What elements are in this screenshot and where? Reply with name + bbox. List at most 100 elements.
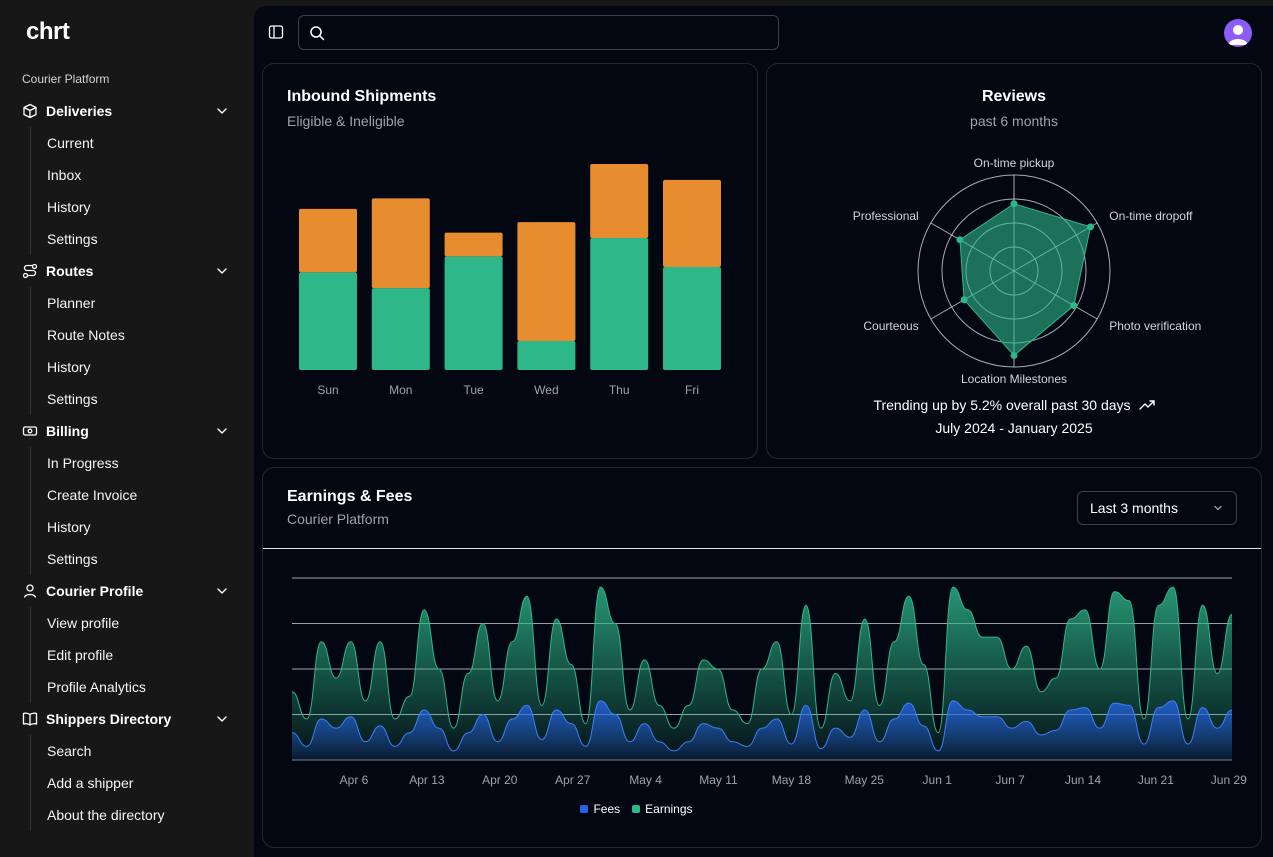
nav-group-deliveries[interactable]: Deliveries <box>14 95 244 127</box>
trend-text: Trending up by 5.2% overall past 30 days <box>873 397 1131 413</box>
package-icon <box>22 103 38 119</box>
trending-up-icon <box>1138 400 1155 410</box>
chevron-down-icon <box>1214 505 1222 511</box>
sidebar-item-settings[interactable]: Settings <box>47 231 98 247</box>
card-divider <box>263 548 1261 549</box>
time-range-value: Last 3 months <box>1090 500 1178 516</box>
x-tick-label: Thu <box>609 383 630 397</box>
date-range: July 2024 - January 2025 <box>935 420 1093 436</box>
radar-point-on-time-pickup[interactable] <box>1010 200 1018 208</box>
nav-group-label: Courier Profile <box>46 583 144 599</box>
radar-axis-label: Professional <box>853 209 919 223</box>
legend-item-fees[interactable]: Fees <box>580 802 620 816</box>
bar-thu-ineligible[interactable] <box>590 164 649 238</box>
earnings-subtitle: Courier Platform <box>287 511 389 527</box>
sidebar-item-settings[interactable]: Settings <box>47 551 98 567</box>
x-tick-label: Sun <box>317 383 338 397</box>
sidebar-nav: Deliveries Current Inbox History Settings Rou… <box>14 95 244 831</box>
radar-axis-label: Location Milestones <box>961 372 1067 384</box>
bar-wed-eligible[interactable] <box>517 340 576 370</box>
legend-item-earnings[interactable]: Earnings <box>632 802 693 816</box>
bar-wed-ineligible[interactable] <box>517 222 576 341</box>
sidebar-item-current[interactable]: Current <box>47 135 94 151</box>
bar-tue-eligible[interactable] <box>444 256 503 370</box>
radar-point-photo-verification[interactable] <box>1070 302 1078 310</box>
x-tick-label: Fri <box>685 383 699 397</box>
reviews-subtitle: past 6 months <box>970 113 1058 129</box>
nav-submenu-billing: In Progress Create Invoice History Settings <box>30 447 244 575</box>
nav-group-label: Deliveries <box>46 103 113 119</box>
sidebar-item-history[interactable]: History <box>47 359 91 375</box>
bar-sun-ineligible[interactable] <box>299 208 357 273</box>
sidebar-item-inbox[interactable]: Inbox <box>47 167 82 183</box>
x-tick-label: Mon <box>389 383 412 397</box>
sidebar-item-route-notes[interactable]: Route Notes <box>47 327 125 343</box>
bar-fri-eligible[interactable] <box>663 267 721 370</box>
time-range-select[interactable]: Last 3 months <box>1077 491 1237 525</box>
inbound-shipments-card: Inbound Shipments Eligible & Ineligible … <box>262 63 758 459</box>
banknote-icon <box>22 423 38 439</box>
nav-group-label: Billing <box>46 423 89 439</box>
bar-mon-eligible[interactable] <box>371 288 430 370</box>
chevron-down-icon[interactable] <box>214 711 230 727</box>
inbound-bar-chart: Sun Mon Tue Wed Thu Fri <box>299 164 721 397</box>
sidebar-item-planner[interactable]: Planner <box>47 295 96 311</box>
search-box[interactable] <box>298 15 779 50</box>
chevron-down-icon[interactable] <box>214 583 230 599</box>
sidebar-item-history[interactable]: History <box>47 199 91 215</box>
sidebar-item-profile-analytics[interactable]: Profile Analytics <box>47 679 146 695</box>
sidebar-item-settings[interactable]: Settings <box>47 391 98 407</box>
legend-label-fees: Fees <box>593 802 621 816</box>
chevron-down-icon[interactable] <box>214 423 230 439</box>
sidebar-item-create-invoice[interactable]: Create Invoice <box>47 487 138 503</box>
nav-submenu-shippers-directory: Search Add a shipper About the directory <box>30 735 244 831</box>
bar-fri-ineligible[interactable] <box>663 179 721 267</box>
x-tick-label: Wed <box>534 383 558 397</box>
nav-group-shippers-directory[interactable]: Shippers Directory <box>14 703 244 735</box>
radar-axis-label: Photo verification <box>1109 319 1201 333</box>
sidebar-item-search[interactable]: Search <box>47 743 92 759</box>
bar-tue-ineligible[interactable] <box>444 232 503 257</box>
legend-swatch-fees <box>580 805 589 813</box>
radar-axis-label: Courteous <box>863 319 918 333</box>
nav-group-routes[interactable]: Routes <box>14 255 244 287</box>
chevron-down-icon[interactable] <box>214 103 230 119</box>
reviews-card: Reviews past 6 months On-time pickup On-t… <box>766 63 1262 459</box>
sidebar-item-in-progress[interactable]: In Progress <box>47 455 119 471</box>
search-input[interactable] <box>333 24 778 41</box>
nav-submenu-courier-profile: View profile Edit profile Profile Analytic… <box>30 607 244 703</box>
radar-point-professional[interactable] <box>956 236 964 244</box>
sidebar-toggle-button[interactable] <box>266 22 286 42</box>
chevron-down-icon[interactable] <box>214 263 230 279</box>
sidebar-item-edit-profile[interactable]: Edit profile <box>47 647 114 663</box>
reviews-title: Reviews <box>981 88 1047 105</box>
avatar[interactable] <box>1224 19 1252 47</box>
search-icon <box>310 25 325 40</box>
nav-group-courier-profile[interactable]: Courier Profile <box>14 575 244 607</box>
trend-row: Trending up by 5.2% overall past 30 days <box>767 397 1261 413</box>
platform-label: Courier Platform <box>22 72 110 86</box>
bar-sun-eligible[interactable] <box>299 272 357 370</box>
radar-point-on-time-dropoff[interactable] <box>1086 223 1094 231</box>
bar-mon-ineligible[interactable] <box>371 198 430 289</box>
app-logo[interactable]: chrt <box>26 18 70 45</box>
nav-group-billing[interactable]: Billing <box>14 415 244 447</box>
legend-label-earnings: Earnings <box>645 802 693 816</box>
nav-group-label: Shippers Directory <box>46 711 172 727</box>
bar-thu-eligible[interactable] <box>590 237 649 370</box>
nav-group-label: Routes <box>46 263 94 279</box>
nav-submenu-routes: Planner Route Notes History Settings <box>30 287 244 415</box>
sidebar-item-history[interactable]: History <box>47 519 91 535</box>
earnings-legend: Fees Earnings <box>0 802 1273 816</box>
sidebar-item-view-profile[interactable]: View profile <box>47 615 120 631</box>
radar-point-location-milestones[interactable] <box>1010 351 1018 359</box>
radar-point-courteous[interactable] <box>960 296 968 304</box>
radar-axis-label: On-time pickup <box>974 156 1055 170</box>
sidebar-item-about-the-directory[interactable]: About the directory <box>47 807 165 823</box>
route-icon <box>22 263 38 279</box>
sidebar-item-add-a-shipper[interactable]: Add a shipper <box>47 775 134 791</box>
book-icon <box>22 711 38 727</box>
reviews-radar-chart: On-time pickup On-time dropoff Photo verif… <box>853 156 1202 384</box>
earnings-title: Earnings & Fees <box>287 488 413 505</box>
inbound-title: Inbound Shipments <box>287 88 437 105</box>
